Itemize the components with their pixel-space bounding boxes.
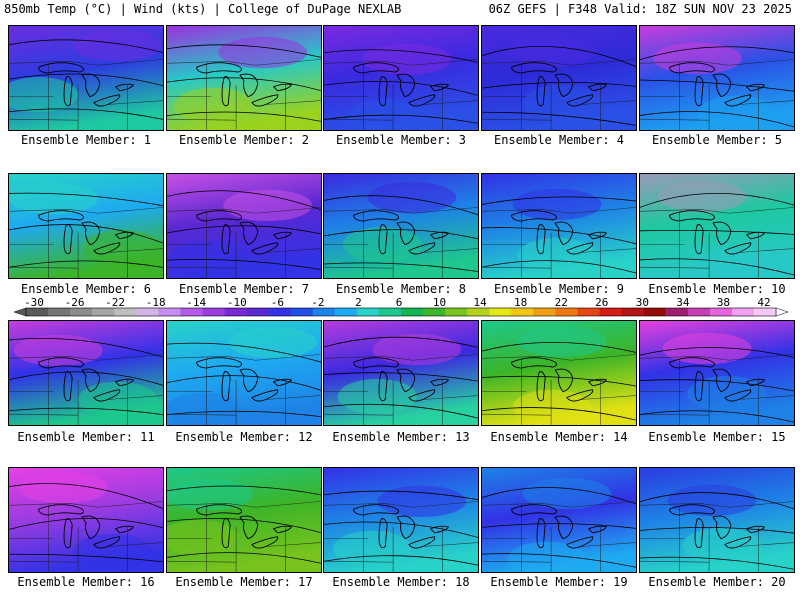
colorbar-swatch bbox=[334, 308, 358, 316]
ensemble-panel-label: Ensemble Member: 17 bbox=[175, 575, 313, 589]
colorbar-tick-label: 22 bbox=[555, 296, 568, 309]
colorbar-swatch bbox=[246, 308, 269, 316]
colorbar-swatch bbox=[26, 308, 49, 316]
colorbar-tick-label: -30 bbox=[24, 296, 44, 309]
colorbar-swatch bbox=[709, 308, 733, 316]
colorbar-swatch bbox=[401, 308, 424, 316]
colorbar-tick-label: 14 bbox=[473, 296, 487, 309]
colorbar-swatch bbox=[621, 308, 644, 316]
colorbar-right-arrow bbox=[775, 307, 789, 317]
colorbar-swatch bbox=[48, 308, 71, 316]
colorbar-tick-label: -10 bbox=[227, 296, 247, 309]
ensemble-panel-12 bbox=[166, 320, 322, 426]
colorbar-tick-label: 10 bbox=[433, 296, 446, 309]
colorbar-tick-label: -14 bbox=[186, 296, 206, 309]
colorbar-swatch bbox=[511, 308, 534, 316]
ensemble-panel-8 bbox=[323, 173, 479, 279]
ensemble-panel-label: Ensemble Member: 1 bbox=[20, 133, 152, 147]
ensemble-panel-13 bbox=[323, 320, 479, 426]
ensemble-panel-label: Ensemble Member: 10 bbox=[648, 282, 786, 296]
ensemble-panel-label: Ensemble Member: 15 bbox=[648, 430, 786, 444]
colorbar-swatch bbox=[731, 308, 755, 316]
colorbar-tick-label: -26 bbox=[65, 296, 85, 309]
ensemble-panel-14 bbox=[481, 320, 637, 426]
colorbar-swatch bbox=[577, 308, 600, 316]
temperature-colorbar: -30 -26 -22 -18 -14 -10 -6 -2 2 6 10 14 18 22 26 30 34 38… bbox=[13, 296, 789, 317]
colorbar-swatch bbox=[356, 308, 380, 316]
ensemble-panel-20 bbox=[639, 467, 795, 573]
ensemble-panel-label: Ensemble Member: 6 bbox=[20, 282, 152, 296]
colorbar-swatch bbox=[70, 308, 93, 316]
colorbar-swatch bbox=[180, 308, 203, 316]
colorbar-tick-label: 42 bbox=[757, 296, 770, 309]
colorbar-swatch bbox=[687, 308, 711, 316]
ensemble-panel-label: Ensemble Member: 20 bbox=[648, 575, 786, 589]
ensemble-panel-9 bbox=[481, 173, 637, 279]
ensemble-panel-17 bbox=[166, 467, 322, 573]
ensemble-panel-label: Ensemble Member: 9 bbox=[493, 282, 625, 296]
colorbar-swatch bbox=[533, 308, 556, 316]
colorbar-swatch bbox=[136, 308, 159, 316]
colorbar-swatch bbox=[290, 308, 314, 316]
colorbar-left-arrow bbox=[13, 307, 27, 317]
colorbar-swatch bbox=[643, 308, 667, 316]
ensemble-panel-label: Ensemble Member: 4 bbox=[493, 133, 625, 147]
ensemble-panel-label: Ensemble Member: 2 bbox=[178, 133, 310, 147]
header-right-title: 06Z GEFS | F348 Valid: 18Z SUN NOV 23 20… bbox=[488, 2, 792, 16]
colorbar-swatch bbox=[312, 308, 336, 316]
colorbar-tick-label: 34 bbox=[676, 296, 690, 309]
colorbar-tick-label: 26 bbox=[595, 296, 608, 309]
ensemble-panel-label: Ensemble Member: 5 bbox=[651, 133, 783, 147]
ensemble-panel-3 bbox=[323, 25, 479, 131]
ensemble-panel-label: Ensemble Member: 19 bbox=[490, 575, 628, 589]
colorbar-swatch bbox=[158, 308, 181, 316]
colorbar-tick-label: -22 bbox=[105, 296, 125, 309]
colorbar-tick-label: 30 bbox=[636, 296, 649, 309]
colorbar-tick-label: -6 bbox=[271, 296, 284, 309]
ensemble-panel-label: Ensemble Member: 3 bbox=[335, 133, 467, 147]
ensemble-panel-1 bbox=[8, 25, 164, 131]
ensemble-panel-19 bbox=[481, 467, 637, 573]
colorbar-swatch bbox=[268, 308, 292, 316]
colorbar-swatch bbox=[555, 308, 578, 316]
ensemble-panel-label: Ensemble Member: 7 bbox=[178, 282, 310, 296]
colorbar-swatch bbox=[467, 308, 490, 316]
colorbar-swatch bbox=[599, 308, 622, 316]
ensemble-panel-label: Ensemble Member: 14 bbox=[490, 430, 628, 444]
ensemble-panel-label: Ensemble Member: 8 bbox=[335, 282, 467, 296]
colorbar-tick-label: 18 bbox=[514, 296, 527, 309]
colorbar-swatch bbox=[224, 308, 247, 316]
ensemble-panel-label: Ensemble Member: 16 bbox=[17, 575, 155, 589]
ensemble-panel-7 bbox=[166, 173, 322, 279]
ensemble-panel-label: Ensemble Member: 11 bbox=[17, 430, 155, 444]
ensemble-panel-6 bbox=[8, 173, 164, 279]
colorbar-tick-label: 38 bbox=[717, 296, 730, 309]
colorbar-swatch bbox=[423, 308, 446, 316]
colorbar-swatch bbox=[665, 308, 689, 316]
colorbar-swatch bbox=[445, 308, 468, 316]
colorbar-swatch bbox=[753, 308, 777, 316]
colorbar-tick-label: 6 bbox=[396, 296, 403, 309]
ensemble-panel-10 bbox=[639, 173, 795, 279]
ensemble-panel-label: Ensemble Member: 12 bbox=[175, 430, 313, 444]
ensemble-panel-4 bbox=[481, 25, 637, 131]
header-left-title: 850mb Temp (°C) | Wind (kts) | College o… bbox=[4, 2, 402, 16]
colorbar-swatch bbox=[114, 308, 137, 316]
colorbar-tick-label: -2 bbox=[311, 296, 324, 309]
colorbar-swatch bbox=[489, 308, 512, 316]
colorbar-tick-label: 2 bbox=[355, 296, 362, 309]
ensemble-panel-label: Ensemble Member: 13 bbox=[332, 430, 470, 444]
ensemble-panel-11 bbox=[8, 320, 164, 426]
ensemble-panel-2 bbox=[166, 25, 322, 131]
colorbar-tick-label: -18 bbox=[146, 296, 166, 309]
ensemble-panel-label: Ensemble Member: 18 bbox=[332, 575, 470, 589]
colorbar-swatch bbox=[378, 308, 402, 316]
colorbar-border bbox=[25, 307, 777, 317]
ensemble-panel-16 bbox=[8, 467, 164, 573]
ensemble-panel-15 bbox=[639, 320, 795, 426]
colorbar-swatch bbox=[92, 308, 115, 316]
colorbar-swatch bbox=[202, 308, 225, 316]
ensemble-panel-18 bbox=[323, 467, 479, 573]
ensemble-panel-5 bbox=[639, 25, 795, 131]
